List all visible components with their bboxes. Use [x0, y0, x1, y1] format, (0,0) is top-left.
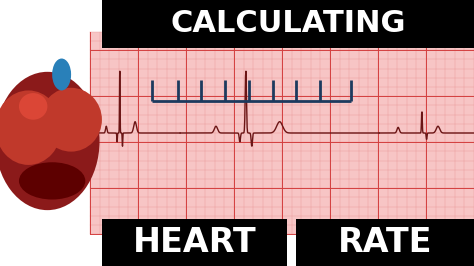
- Ellipse shape: [19, 93, 47, 120]
- Text: CALCULATING: CALCULATING: [170, 9, 406, 39]
- Text: HEART: HEART: [133, 226, 256, 259]
- FancyBboxPatch shape: [296, 219, 474, 266]
- Ellipse shape: [19, 162, 85, 200]
- Ellipse shape: [40, 88, 102, 152]
- FancyBboxPatch shape: [90, 32, 474, 234]
- Ellipse shape: [0, 72, 100, 210]
- FancyBboxPatch shape: [102, 0, 474, 48]
- Text: RATE: RATE: [338, 226, 432, 259]
- Ellipse shape: [52, 59, 71, 90]
- Ellipse shape: [0, 90, 62, 165]
- FancyBboxPatch shape: [102, 219, 287, 266]
